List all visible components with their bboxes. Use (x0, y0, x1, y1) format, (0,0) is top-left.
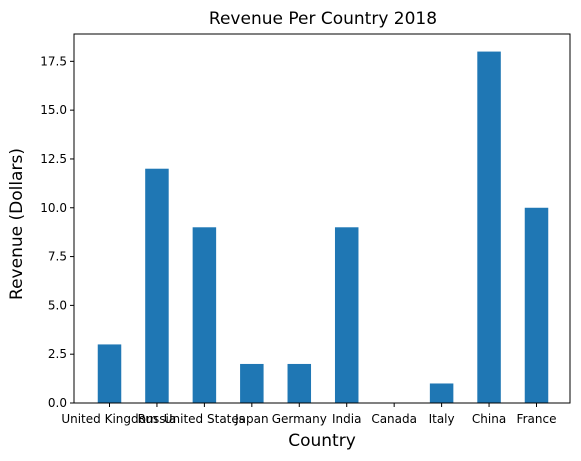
bar-united-states (192, 227, 217, 403)
x-tick-label: United States (164, 412, 245, 426)
y-tick-label: 10.0 (40, 201, 67, 215)
y-tick-label: 7.5 (48, 250, 67, 264)
bar-china (477, 51, 501, 403)
y-tick-label: 17.5 (40, 54, 67, 68)
bar-italy (429, 383, 454, 403)
y-tick-label: 15.0 (40, 103, 67, 117)
x-tick-label: Japan (234, 412, 268, 426)
x-tick-label: United Kingdom (61, 412, 157, 426)
y-axis-ticks: 0.0 2.5 5.0 7.5 10.0 12.5 15.0 17.5 (40, 54, 74, 410)
bar-france (524, 207, 549, 403)
bars-group (97, 51, 549, 403)
bar-india (334, 227, 359, 403)
x-tick-label: Germany (272, 412, 327, 426)
y-axis-label: Revenue (Dollars) (7, 148, 27, 300)
x-tick-label: Canada (371, 412, 417, 426)
x-tick-label: China (472, 412, 506, 426)
y-tick-label: 5.0 (48, 298, 67, 312)
chart-title: Revenue Per Country 2018 (209, 9, 437, 29)
y-tick-label: 12.5 (40, 152, 67, 166)
x-axis-label: Country (288, 431, 356, 451)
x-tick-label: Russia (138, 412, 177, 426)
bar-russia (145, 168, 169, 403)
x-tick-label: India (332, 412, 361, 426)
plot-frame (73, 33, 571, 404)
y-tick-label: 0.0 (48, 396, 67, 410)
x-tick-label: France (517, 412, 557, 426)
y-tick-label: 2.5 (48, 347, 67, 361)
x-tick-label: Italy (429, 412, 455, 426)
bar-japan (240, 363, 264, 403)
bar-germany (287, 363, 312, 403)
bar-united-kingdom (97, 344, 122, 403)
